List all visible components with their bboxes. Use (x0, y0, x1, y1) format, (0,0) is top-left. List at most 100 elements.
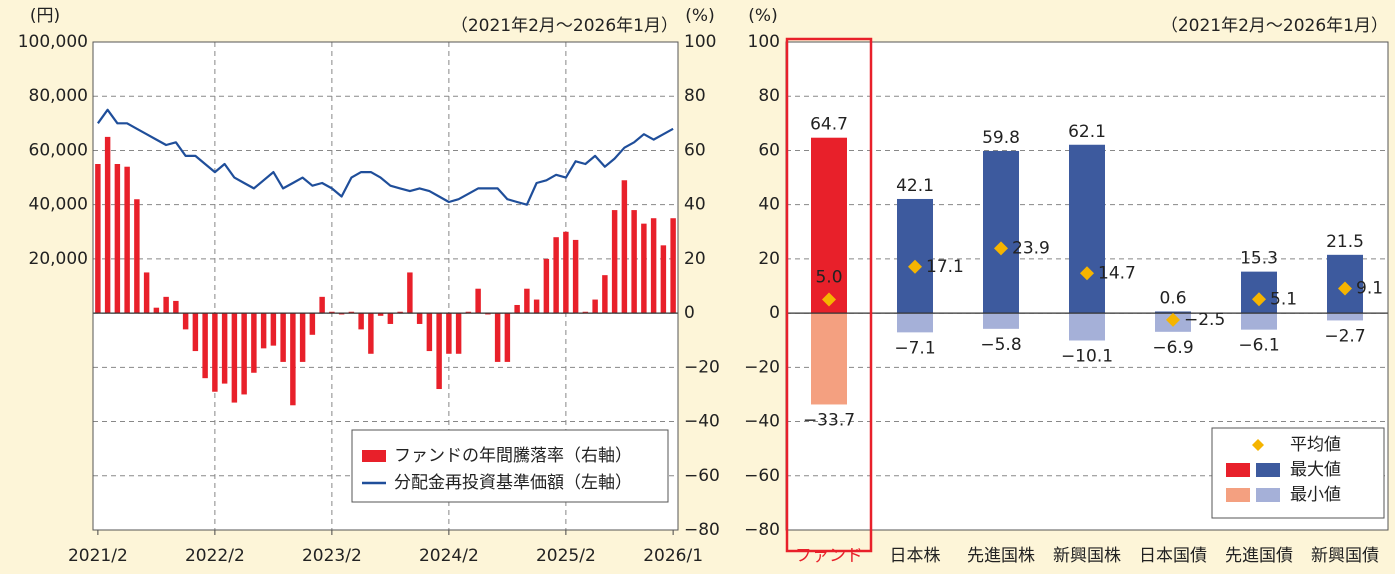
y-tick-label: 0 (684, 303, 695, 323)
legend-label: 平均値 (1290, 435, 1341, 455)
data-label: 14.7 (1098, 263, 1136, 283)
data-label: 0.6 (1159, 288, 1186, 308)
bar (114, 164, 121, 314)
y-tick-label: 40 (758, 195, 780, 215)
bar (270, 313, 277, 346)
bar (260, 313, 267, 349)
legend-swatch (362, 450, 386, 462)
bar (983, 150, 1019, 314)
bar (811, 313, 847, 405)
bar (426, 313, 433, 352)
data-label: 15.3 (1240, 249, 1278, 269)
y-tick-label: −20 (684, 357, 720, 377)
bar (143, 272, 150, 314)
y-tick-label: 100,000 (18, 32, 88, 52)
x-tick-label: 新興国株 (1053, 546, 1121, 566)
bar (280, 313, 286, 362)
y-tick-label: 20 (684, 249, 706, 269)
y-axis-label: (円) (30, 6, 60, 26)
legend-box (351, 429, 669, 503)
bar (329, 311, 335, 314)
bar (182, 313, 189, 330)
x-tick-label: ファンド (795, 546, 863, 566)
data-label: 42.1 (896, 176, 934, 196)
bar (192, 313, 199, 352)
bar (251, 313, 257, 373)
bar (983, 313, 1019, 329)
x-tick-label: 2023/2 (302, 546, 362, 566)
y-tick-label: 100 (748, 32, 780, 52)
legend-swatch (1256, 463, 1280, 477)
bar (494, 313, 501, 362)
bar (631, 210, 637, 314)
data-label: 5.0 (815, 268, 842, 288)
bar (582, 311, 589, 314)
average-marker (1338, 281, 1352, 296)
data-label: −6.9 (1152, 338, 1193, 358)
data-label: 62.1 (1068, 122, 1106, 142)
data-label: −2.5 (1184, 310, 1225, 330)
y-tick-label: −40 (684, 412, 720, 432)
bar (897, 198, 933, 314)
x-tick-label: 日本株 (890, 546, 941, 566)
bar (446, 313, 452, 354)
average-marker (1166, 312, 1180, 327)
y-tick-label: −40 (744, 412, 780, 432)
legend-label: ファンドの年間騰落率（右軸） (394, 446, 632, 466)
x-tick-label: 2026/1 (643, 546, 703, 566)
y-tick-label: 100 (684, 32, 716, 52)
y-tick-label: −80 (684, 520, 720, 540)
bar (95, 164, 101, 314)
bar (602, 275, 608, 314)
bar (563, 231, 569, 314)
y-tick-label: 80 (684, 86, 706, 106)
data-label: −5.8 (980, 335, 1021, 355)
y-tick-label: 80 (758, 86, 780, 106)
data-label: 59.8 (982, 128, 1020, 148)
average-marker (994, 241, 1008, 256)
data-label: 21.5 (1326, 232, 1364, 252)
bar (670, 218, 676, 314)
y-tick-label: 20,000 (29, 249, 88, 269)
y-tick-label: −20 (744, 357, 780, 377)
bar (455, 313, 462, 354)
average-marker (908, 259, 922, 274)
y2-axis-label: (%) (685, 6, 714, 26)
data-label: −2.7 (1324, 326, 1365, 346)
plot-border (92, 41, 679, 531)
bar (660, 245, 667, 314)
y-tick-label: 20 (758, 249, 780, 269)
bar (134, 199, 140, 314)
y-tick-label: 80,000 (29, 86, 88, 106)
bar (348, 311, 355, 314)
subtitle: （2021年2月～2026年1月） (1161, 16, 1388, 36)
bar (153, 307, 160, 314)
y-axis-label: (%) (748, 6, 777, 26)
x-tick-label: 2025/2 (536, 546, 596, 566)
bar (1327, 313, 1363, 321)
y-tick-label: 60,000 (29, 140, 88, 160)
bar (650, 218, 657, 314)
x-tick-label: 新興国債 (1311, 546, 1379, 566)
data-label: −10.1 (1061, 346, 1113, 366)
bar (1069, 144, 1105, 314)
bar (407, 272, 413, 314)
bar (163, 296, 169, 314)
bar (309, 313, 316, 335)
bar (358, 313, 364, 330)
bar (368, 313, 374, 354)
legend-label: 分配金再投資基準価額（左軸） (394, 473, 632, 493)
bar (1069, 313, 1105, 341)
bar (1241, 313, 1277, 330)
x-tick-label: 2021/2 (68, 546, 128, 566)
bar (553, 237, 559, 314)
legend-label: 最小値 (1290, 485, 1341, 505)
bar (641, 223, 647, 314)
x-tick-label: 2024/2 (419, 546, 479, 566)
bar (1155, 311, 1191, 314)
bar (592, 299, 598, 314)
bar (212, 313, 218, 392)
legend-swatch (1252, 439, 1264, 451)
bar (485, 313, 491, 315)
y-tick-label: 60 (758, 140, 780, 160)
